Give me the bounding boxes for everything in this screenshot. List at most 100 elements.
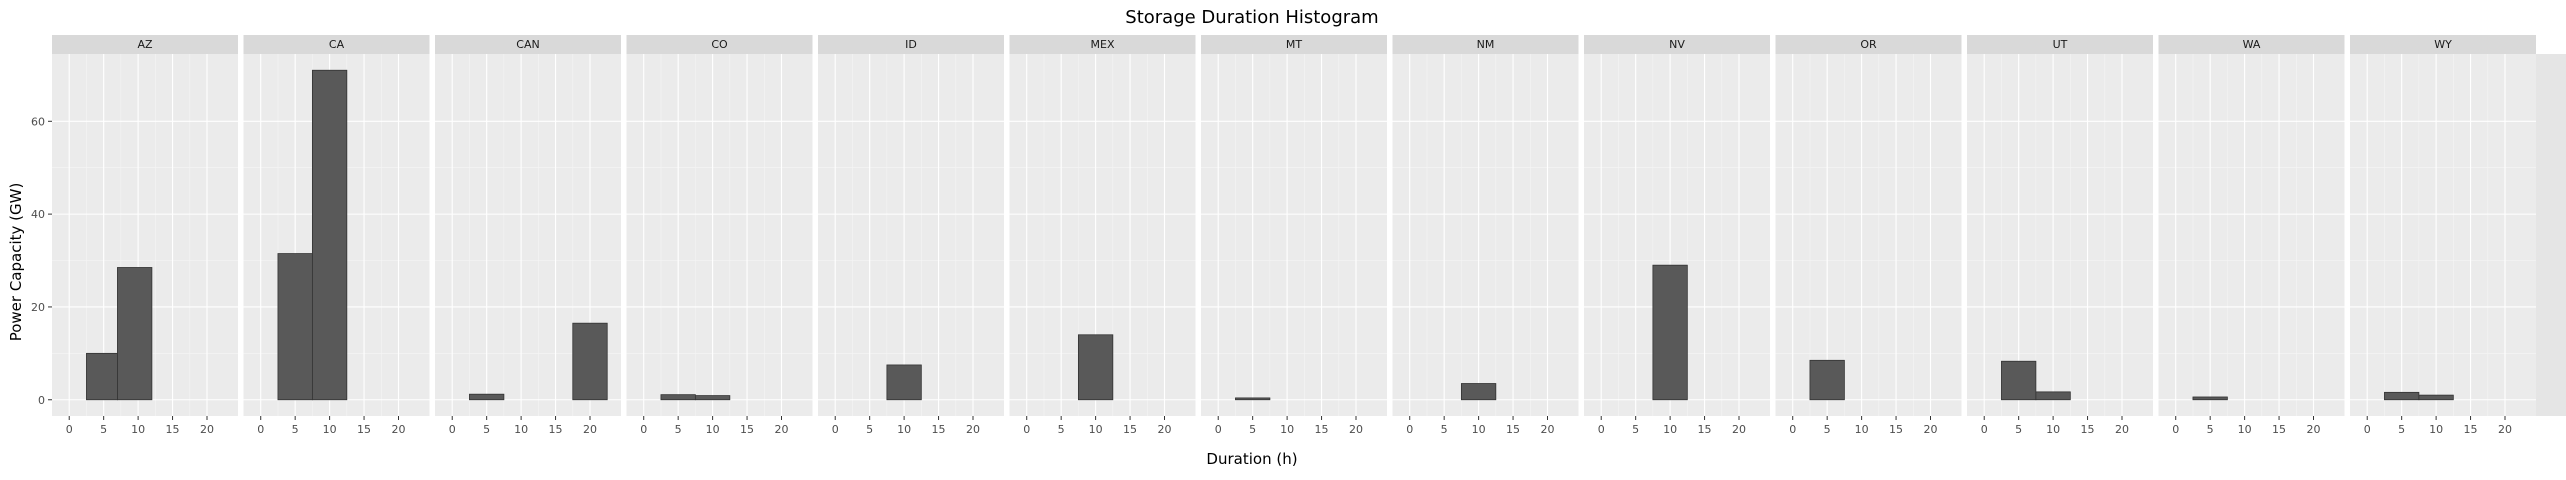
facet-strip <box>52 35 238 54</box>
facet-strip <box>1967 35 2153 54</box>
x-tick-label: 0 <box>1215 423 1222 436</box>
x-tick-label: 5 <box>675 423 682 436</box>
y-tick-label: 0 <box>38 394 45 407</box>
facet-strip <box>2158 35 2345 54</box>
panel-background <box>818 54 1004 416</box>
x-tick-label: 5 <box>866 423 873 436</box>
facet-label: CA <box>329 38 345 51</box>
chart-title: Storage Duration Histogram <box>1125 7 1378 28</box>
x-tick-label: 10 <box>1280 423 1294 436</box>
x-tick-label: 10 <box>706 423 720 436</box>
y-tick-label: 20 <box>31 301 45 314</box>
panel-background <box>1201 54 1387 416</box>
x-tick-label: 5 <box>1824 423 1831 436</box>
facet-label: MT <box>1286 38 1302 51</box>
facet-label: MEX <box>1091 38 1115 51</box>
x-tick-label: 10 <box>2046 423 2060 436</box>
facet-strip <box>2350 35 2536 54</box>
facet-strip <box>1201 35 1387 54</box>
x-tick-label: 0 <box>832 423 839 436</box>
x-tick-label: 0 <box>257 423 264 436</box>
y-tick-label: 40 <box>31 208 45 221</box>
panel-background <box>1967 54 2153 416</box>
facet-label: OR <box>1860 38 1877 51</box>
histogram-bar <box>2418 394 2454 401</box>
histogram-bar <box>469 393 505 401</box>
y-axis-label: Power Capacity (GW) <box>7 183 25 342</box>
y-tick-label: 60 <box>31 115 45 128</box>
facet-label: CO <box>711 38 728 51</box>
facet-label: AZ <box>137 38 153 51</box>
facet-strip <box>626 35 813 54</box>
histogram-bar <box>2001 360 2037 401</box>
x-tick-label: 5 <box>292 423 299 436</box>
x-tick-label: 15 <box>932 423 946 436</box>
panel-background <box>2158 54 2345 416</box>
x-tick-label: 15 <box>1698 423 1712 436</box>
x-tick-label: 20 <box>2498 423 2512 436</box>
x-tick-label: 20 <box>2307 423 2321 436</box>
x-tick-label: 0 <box>449 423 456 436</box>
histogram-bar <box>1460 383 1497 401</box>
x-tick-label: 15 <box>1315 423 1329 436</box>
x-tick-label: 20 <box>583 423 597 436</box>
x-tick-label: 15 <box>2081 423 2095 436</box>
histogram-bar <box>1652 264 1688 401</box>
x-tick-label: 0 <box>1789 423 1796 436</box>
facet-strip <box>1009 35 1196 54</box>
x-tick-label: 10 <box>1089 423 1103 436</box>
x-tick-label: 0 <box>640 423 647 436</box>
x-tick-label: 20 <box>1732 423 1746 436</box>
right-edge-strip <box>2536 54 2566 416</box>
facet-strip <box>818 35 1004 54</box>
histogram-bar <box>117 267 153 401</box>
x-tick-label: 10 <box>131 423 145 436</box>
x-tick-label: 15 <box>166 423 180 436</box>
panel-background <box>2350 54 2536 416</box>
x-tick-label: 5 <box>1441 423 1448 436</box>
histogram-bar <box>1809 359 1845 401</box>
facet-label: WY <box>2434 38 2452 51</box>
x-tick-label: 15 <box>2464 423 2478 436</box>
x-tick-label: 10 <box>1472 423 1486 436</box>
x-tick-label: 20 <box>392 423 406 436</box>
x-tick-label: 15 <box>549 423 563 436</box>
histogram-bar <box>660 394 696 401</box>
histogram-bar <box>694 395 731 401</box>
histogram-bar <box>2192 396 2228 401</box>
x-tick-label: 5 <box>2015 423 2022 436</box>
x-tick-label: 20 <box>2115 423 2129 436</box>
panel-background <box>1775 54 1962 416</box>
x-tick-label: 0 <box>2172 423 2179 436</box>
facet-label: ID <box>905 38 917 51</box>
x-tick-label: 10 <box>1663 423 1677 436</box>
x-tick-label: 10 <box>1855 423 1869 436</box>
x-tick-label: 10 <box>514 423 528 436</box>
histogram-bar <box>1077 334 1114 401</box>
x-tick-label: 20 <box>775 423 789 436</box>
x-tick-label: 5 <box>2207 423 2214 436</box>
x-tick-label: 5 <box>1058 423 1065 436</box>
x-axis-label: Duration (h) <box>1206 450 1297 468</box>
x-tick-label: 20 <box>1158 423 1172 436</box>
facet-label: NM <box>1477 38 1495 51</box>
histogram-bar <box>572 322 608 401</box>
x-tick-label: 15 <box>1506 423 1520 436</box>
x-tick-label: 0 <box>2364 423 2371 436</box>
x-tick-label: 20 <box>1541 423 1555 436</box>
x-tick-label: 15 <box>740 423 754 436</box>
x-tick-label: 15 <box>2272 423 2286 436</box>
histogram-bar <box>1235 397 1271 401</box>
x-tick-label: 20 <box>966 423 980 436</box>
x-tick-label: 0 <box>1023 423 1030 436</box>
histogram-bar <box>2035 391 2071 401</box>
x-tick-label: 0 <box>1598 423 1605 436</box>
facet-strip <box>243 35 430 54</box>
x-tick-label: 20 <box>200 423 214 436</box>
x-tick-label: 0 <box>1981 423 1988 436</box>
facet-label: CAN <box>516 38 539 51</box>
x-tick-label: 10 <box>2429 423 2443 436</box>
facet-strip <box>1775 35 1962 54</box>
